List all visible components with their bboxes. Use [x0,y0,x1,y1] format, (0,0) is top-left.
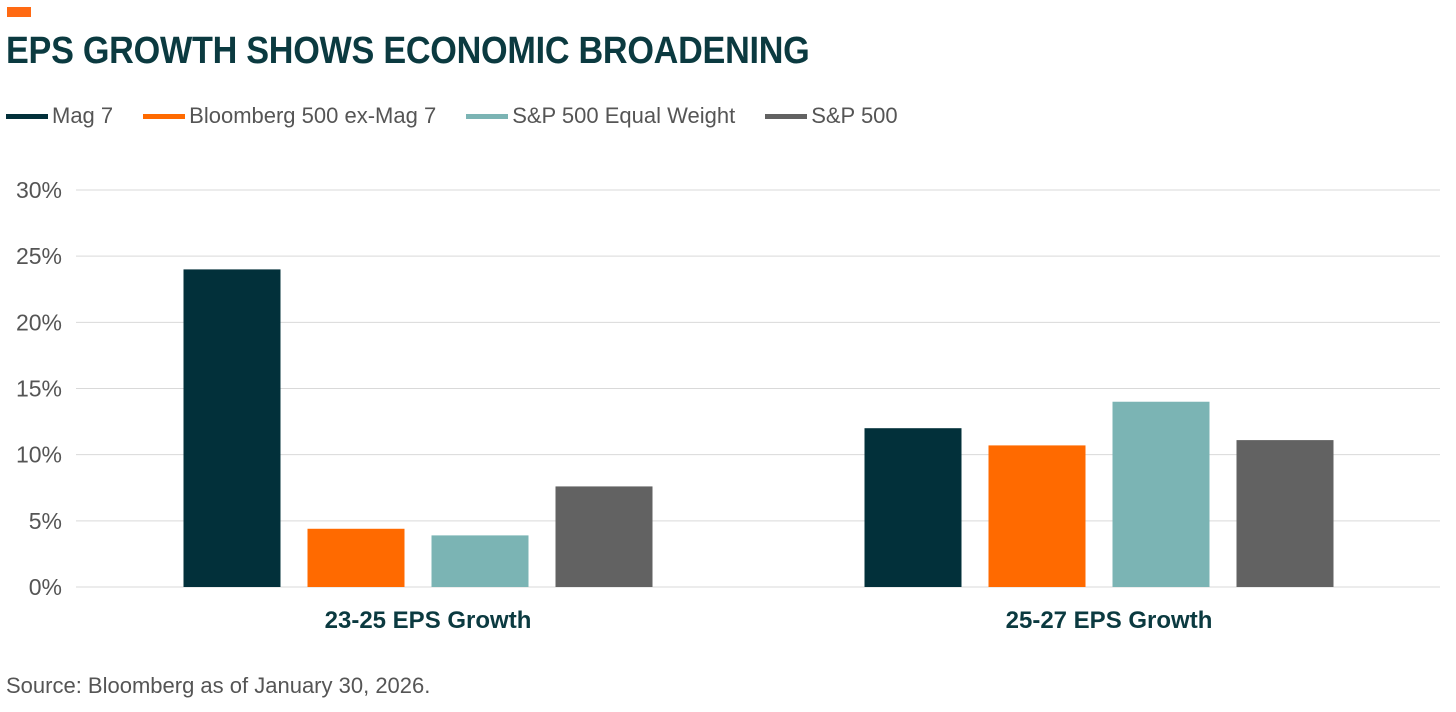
bar [864,428,962,587]
legend-swatch [466,113,509,119]
source-note: Source: Bloomberg as of January 30, 2026… [6,673,431,698]
legend-item: Mag 7 [6,103,113,129]
legend-label: S&P 500 [811,103,898,128]
bar [307,528,405,587]
accent-bar [7,7,31,17]
y-tick-label: 0% [29,574,62,600]
legend-swatch [765,113,808,119]
bar [988,445,1086,587]
bar [1112,401,1210,587]
chart-title: EPS GROWTH SHOWS ECONOMIC BROADENING [6,30,810,72]
x-category-label: 23-25 EPS Growth [325,607,532,634]
bar [555,486,653,587]
legend-item: S&P 500 Equal Weight [466,103,735,129]
y-tick-label: 20% [16,309,62,335]
bar [183,269,281,587]
y-tick-label: 25% [16,243,62,269]
legend-label: S&P 500 Equal Weight [512,103,736,128]
y-tick-label: 10% [16,442,62,468]
y-tick-label: 30% [16,177,62,203]
legend-label: Mag 7 [52,103,114,128]
legend-item: Bloomberg 500 ex-Mag 7 [143,103,436,129]
y-tick-label: 5% [29,508,62,534]
bar [431,535,529,587]
legend: Mag 7 Bloomberg 500 ex-Mag 7 S&P 500 Equal… [6,103,928,129]
legend-item: S&P 500 [765,103,898,129]
y-tick-label: 15% [16,376,62,402]
x-category-label: 25-27 EPS Growth [1006,607,1213,634]
bar [1236,440,1334,587]
legend-swatch [143,113,186,119]
legend-swatch [6,113,48,119]
legend-label: Bloomberg 500 ex-Mag 7 [189,103,437,128]
